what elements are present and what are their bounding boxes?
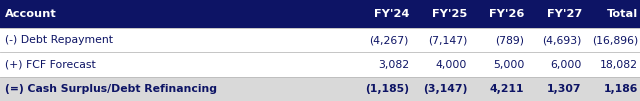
Text: 6,000: 6,000	[550, 60, 582, 70]
Text: 5,000: 5,000	[493, 60, 524, 70]
Text: FY'24: FY'24	[374, 9, 409, 19]
Text: (4,267): (4,267)	[369, 35, 409, 45]
Text: Total: Total	[607, 9, 638, 19]
Text: (3,147): (3,147)	[423, 84, 467, 94]
Text: 4,211: 4,211	[490, 84, 524, 94]
Text: (7,147): (7,147)	[428, 35, 467, 45]
Text: (+) FCF Forecast: (+) FCF Forecast	[5, 60, 96, 70]
Bar	[0, 28, 640, 52]
Text: (=) Cash Surplus/Debt Refinancing: (=) Cash Surplus/Debt Refinancing	[5, 84, 217, 94]
Text: Account: Account	[5, 9, 57, 19]
Bar	[0, 52, 640, 77]
Text: 3,082: 3,082	[378, 60, 409, 70]
Text: (16,896): (16,896)	[592, 35, 638, 45]
Bar	[0, 0, 640, 28]
Text: (-) Debt Repayment: (-) Debt Repayment	[5, 35, 113, 45]
Text: 1,186: 1,186	[604, 84, 638, 94]
Text: (1,185): (1,185)	[365, 84, 409, 94]
Text: FY'27: FY'27	[547, 9, 582, 19]
Text: 18,082: 18,082	[600, 60, 638, 70]
Text: FY'26: FY'26	[489, 9, 524, 19]
Text: 4,000: 4,000	[436, 60, 467, 70]
Text: (4,693): (4,693)	[542, 35, 582, 45]
Bar	[0, 77, 640, 101]
Text: 1,307: 1,307	[547, 84, 582, 94]
Text: (789): (789)	[495, 35, 524, 45]
Text: FY'25: FY'25	[432, 9, 467, 19]
